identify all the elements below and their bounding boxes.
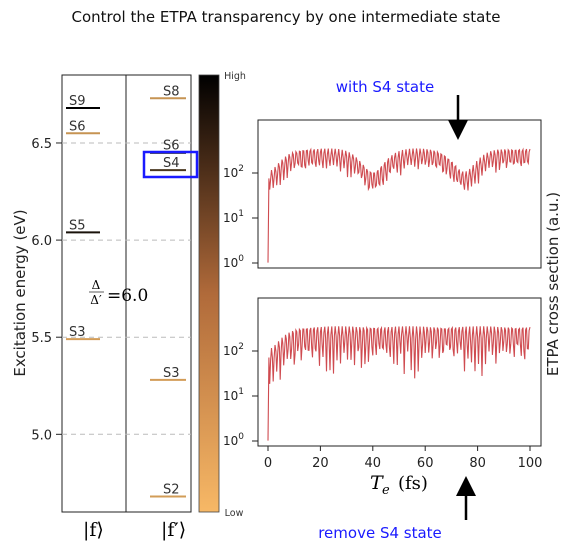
level-label-s9: S9	[69, 94, 86, 109]
level-label-s4: S4	[163, 156, 180, 171]
level-label-s8: S8	[163, 84, 180, 99]
level-label-s2: S2	[163, 482, 180, 497]
level-label-s3: S3	[69, 325, 86, 340]
bottom-trace-line	[267, 325, 531, 441]
ratio-annotation: Δ Δ′ =6.0	[89, 278, 148, 307]
ratio-value: =6.0	[107, 286, 148, 306]
column-label-fprime: |f′⟩	[161, 519, 186, 541]
level-label-s5: S5	[69, 218, 86, 233]
energy-level-panel: S9 S6 S5 S3 S8 S6 S4 S3 S2 5.0 5.5 6.0 6.5 Excitati…	[11, 74, 199, 541]
x-tick-label: 0	[264, 456, 272, 471]
y-tick-exponent: 0	[238, 254, 244, 264]
right-axis-label: ETPA cross section (a.u.)	[544, 192, 562, 376]
top-trace-line	[267, 147, 531, 263]
ratio-denominator: Δ′	[90, 293, 102, 307]
y-tick-exponent: 1	[238, 209, 244, 219]
y-tick-exponent: 2	[238, 342, 244, 352]
y-tick-exponent: 1	[238, 387, 244, 397]
y-tick-label: 101	[223, 387, 244, 403]
x-tick-label: 20	[312, 456, 329, 471]
colorbar-gradient	[198, 74, 220, 513]
y-tick-exponent: 0	[238, 432, 244, 442]
x-tick-label: 80	[469, 456, 486, 471]
top-panel-frame	[257, 119, 542, 269]
y-tick-label: 102	[223, 342, 244, 358]
x-label-subscript: e	[382, 483, 390, 498]
y-tick-label: 100	[223, 254, 244, 270]
remove-s4-label: remove S4 state	[318, 524, 442, 542]
y-tick-label: 101	[223, 209, 244, 225]
colorbar: High Low	[198, 71, 246, 519]
colorbar-high-label: High	[224, 71, 246, 82]
x-tick-label: 100	[518, 456, 543, 471]
x-axis-label: T e (fs)	[370, 472, 428, 498]
level-label-s6: S6	[69, 119, 86, 134]
y-axis-label: Excitation energy (eV)	[11, 209, 29, 376]
level-label-s6: S6	[163, 139, 180, 154]
y-tick-label: 5.5	[31, 331, 52, 346]
y-tick-label: 100	[223, 432, 244, 448]
figure-title: Control the ETPA transparency by one int…	[71, 8, 500, 26]
bottom-panel-frame	[257, 297, 542, 447]
y-tick-label: 102	[223, 164, 244, 180]
column-label-f: |f⟩	[83, 519, 104, 541]
s4-highlight-box	[142, 150, 199, 179]
x-label-symbol: T	[370, 472, 384, 494]
y-tick-exponent: 2	[238, 164, 244, 174]
y-tick-label: 5.0	[31, 428, 52, 443]
with-s4-label: with S4 state	[336, 78, 434, 96]
y-tick-label: 6.5	[31, 137, 52, 152]
x-label-unit: (fs)	[398, 473, 428, 494]
x-tick-label: 40	[365, 456, 382, 471]
colorbar-low-label: Low	[225, 508, 244, 519]
x-tick-label: 60	[417, 456, 434, 471]
y-tick-label: 6.0	[31, 234, 52, 249]
ratio-numerator: Δ	[92, 278, 101, 292]
level-label-s3: S3	[163, 366, 180, 381]
